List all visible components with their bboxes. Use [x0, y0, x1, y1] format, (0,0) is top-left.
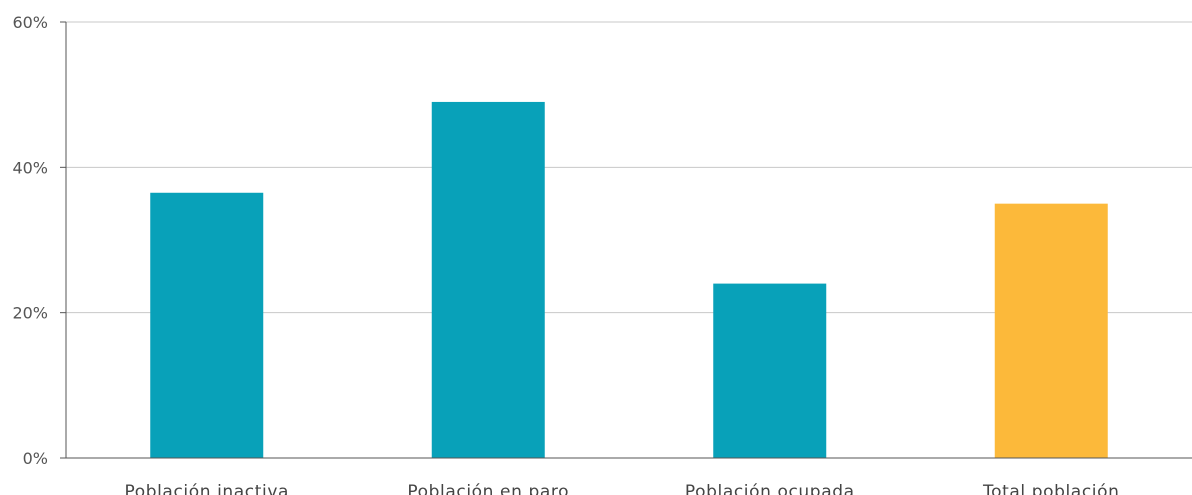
category-label: Población ocupada [685, 482, 855, 495]
axes [60, 21, 1192, 459]
labels: 0% 20% 40% 60% Población inactiva Población e… [12, 13, 1119, 495]
bar-4 [994, 203, 1108, 458]
y-tick-label: 60% [12, 13, 48, 32]
category-label: Población inactiva [124, 482, 289, 495]
bars [150, 101, 1108, 458]
bar-3 [713, 283, 827, 458]
y-tick-label: 40% [12, 158, 48, 177]
bar-1 [150, 192, 264, 458]
category-label: Población en paro [407, 482, 569, 495]
y-tick-label: 0% [23, 449, 48, 468]
category-label: Total población [982, 482, 1119, 495]
bar-2 [431, 101, 545, 458]
y-tick-label: 20% [12, 304, 48, 323]
